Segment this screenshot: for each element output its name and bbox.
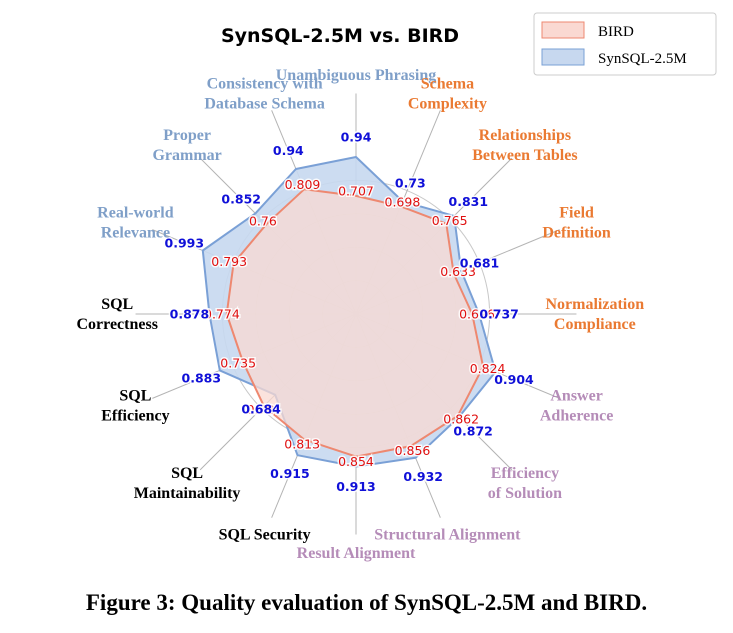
category-label: Consistency with Database Schema xyxy=(204,75,324,112)
category-label-line: Relevance xyxy=(101,225,170,242)
bird-value-label: 0.813 xyxy=(284,436,320,451)
category-label: Schema Complexity xyxy=(408,75,487,112)
synsql-value-label: 0.883 xyxy=(182,371,222,386)
category-label: Relationships Between Tables xyxy=(472,127,577,164)
category-label: SQL Efficiency xyxy=(101,387,169,424)
category-label-line: Answer xyxy=(550,387,602,404)
bird-value-label: 0.696 xyxy=(459,307,495,322)
category-label-line: Relationships xyxy=(479,127,571,144)
bird-value-label: 0.765 xyxy=(432,213,468,228)
bird-value-label: 0.862 xyxy=(443,412,479,427)
bird-value-label: 0.854 xyxy=(338,454,374,469)
synsql-value-label: 0.94 xyxy=(341,130,372,145)
category-label: Result Alignment xyxy=(297,545,416,562)
legend: BIRD SynSQL-2.5M xyxy=(533,12,717,76)
legend-label-synsql: SynSQL-2.5M xyxy=(598,51,687,67)
category-label-line: SQL xyxy=(119,387,151,404)
bird-value-label: 0.698 xyxy=(385,194,421,209)
synsql-value-label: 0.878 xyxy=(170,307,210,322)
bird-value-label: 0.76 xyxy=(249,213,277,228)
category-label-line: Structural Alignment xyxy=(374,527,521,544)
synsql-value-label: 0.852 xyxy=(221,192,261,207)
bird-value-label: 0.78 xyxy=(247,402,275,417)
category-label-line: Real-world xyxy=(97,205,174,222)
category-label-line: SQL Security xyxy=(219,527,311,544)
category-label-line: Correctness xyxy=(76,316,157,333)
category-label-line: Result Alignment xyxy=(297,545,416,562)
category-label: SQL Security xyxy=(219,527,311,544)
category-label-line: SQL xyxy=(101,296,133,313)
radar-chart: 0.707 0.698 0.765 0.633 0.696 0.824 0.862 0.856… xyxy=(76,12,717,562)
category-label-line: Field xyxy=(559,205,594,222)
bird-value-label: 0.707 xyxy=(338,184,374,199)
category-label-line: Efficiency xyxy=(491,465,559,482)
synsql-value-label: 0.932 xyxy=(403,469,443,484)
category-label-line: Maintainability xyxy=(134,485,241,502)
bird-value-label: 0.809 xyxy=(285,177,321,192)
category-label: SQL Correctness xyxy=(76,296,157,333)
series-polygon-bird xyxy=(225,188,485,458)
synsql-value-label: 0.73 xyxy=(395,175,426,190)
legend-swatch-bird xyxy=(541,21,585,39)
category-label-line: Schema xyxy=(421,75,474,92)
synsql-value-label: 0.684 xyxy=(241,401,281,416)
category-label: Answer Adherence xyxy=(540,387,613,424)
bird-value-label: 0.633 xyxy=(440,264,476,279)
synsql-value-label: 0.904 xyxy=(494,372,534,387)
category-label: Structural Alignment xyxy=(374,527,521,544)
bird-value-label: 0.856 xyxy=(395,443,431,458)
figure-caption: Figure 3: Quality evaluation of SynSQL-2… xyxy=(85,590,648,615)
category-label: SQL Maintainability xyxy=(134,465,241,502)
category-label-line: Database Schema xyxy=(204,95,324,112)
category-label: Unambiguous Phrasing xyxy=(276,67,437,84)
bird-value-label: 0.824 xyxy=(470,361,506,376)
category-label-line: of Solution xyxy=(488,485,562,502)
category-label-line: Definition xyxy=(542,225,611,242)
synsql-value-label: 0.831 xyxy=(449,194,489,209)
category-label-line: Unambiguous Phrasing xyxy=(276,67,437,84)
synsql-value-label: 0.915 xyxy=(270,466,310,481)
synsql-value-label: 0.913 xyxy=(336,479,376,494)
category-label-line: Between Tables xyxy=(472,147,577,164)
category-label: Normalization Compliance xyxy=(545,296,644,333)
chart-title: SynSQL-2.5M vs. BIRD xyxy=(221,25,459,47)
bird-value-label: 0.793 xyxy=(211,254,247,269)
synsql-value-label: 0.737 xyxy=(479,307,519,322)
category-label: Real-world Relevance xyxy=(97,205,174,242)
category-label: Efficiency of Solution xyxy=(488,465,562,502)
category-label-line: Consistency with xyxy=(207,75,323,92)
category-label-line: Normalization xyxy=(545,296,644,313)
synsql-value-label: 0.681 xyxy=(460,255,500,270)
legend-swatch-synsql xyxy=(541,48,585,66)
category-label-line: Efficiency xyxy=(101,407,169,424)
category-label-line: Complexity xyxy=(408,95,487,112)
bird-value-label: 0.735 xyxy=(220,355,256,370)
synsql-value-label: 0.993 xyxy=(165,235,205,250)
category-label-line: SQL xyxy=(171,465,203,482)
category-label-line: Adherence xyxy=(540,407,613,424)
category-label-line: Proper xyxy=(163,127,211,144)
synsql-value-label: 0.94 xyxy=(273,143,304,158)
bird-value-label: 0.774 xyxy=(204,307,240,322)
category-label-line: Grammar xyxy=(152,147,221,164)
value-labels: 0.707 0.698 0.765 0.633 0.696 0.824 0.862 0.856… xyxy=(163,128,536,496)
category-label: Field Definition xyxy=(542,205,611,242)
category-label-line: Compliance xyxy=(554,316,636,333)
radar-series xyxy=(201,156,497,468)
category-label: Proper Grammar xyxy=(152,127,221,164)
legend-label-bird: BIRD xyxy=(598,24,634,40)
synsql-value-label: 0.872 xyxy=(453,424,493,439)
